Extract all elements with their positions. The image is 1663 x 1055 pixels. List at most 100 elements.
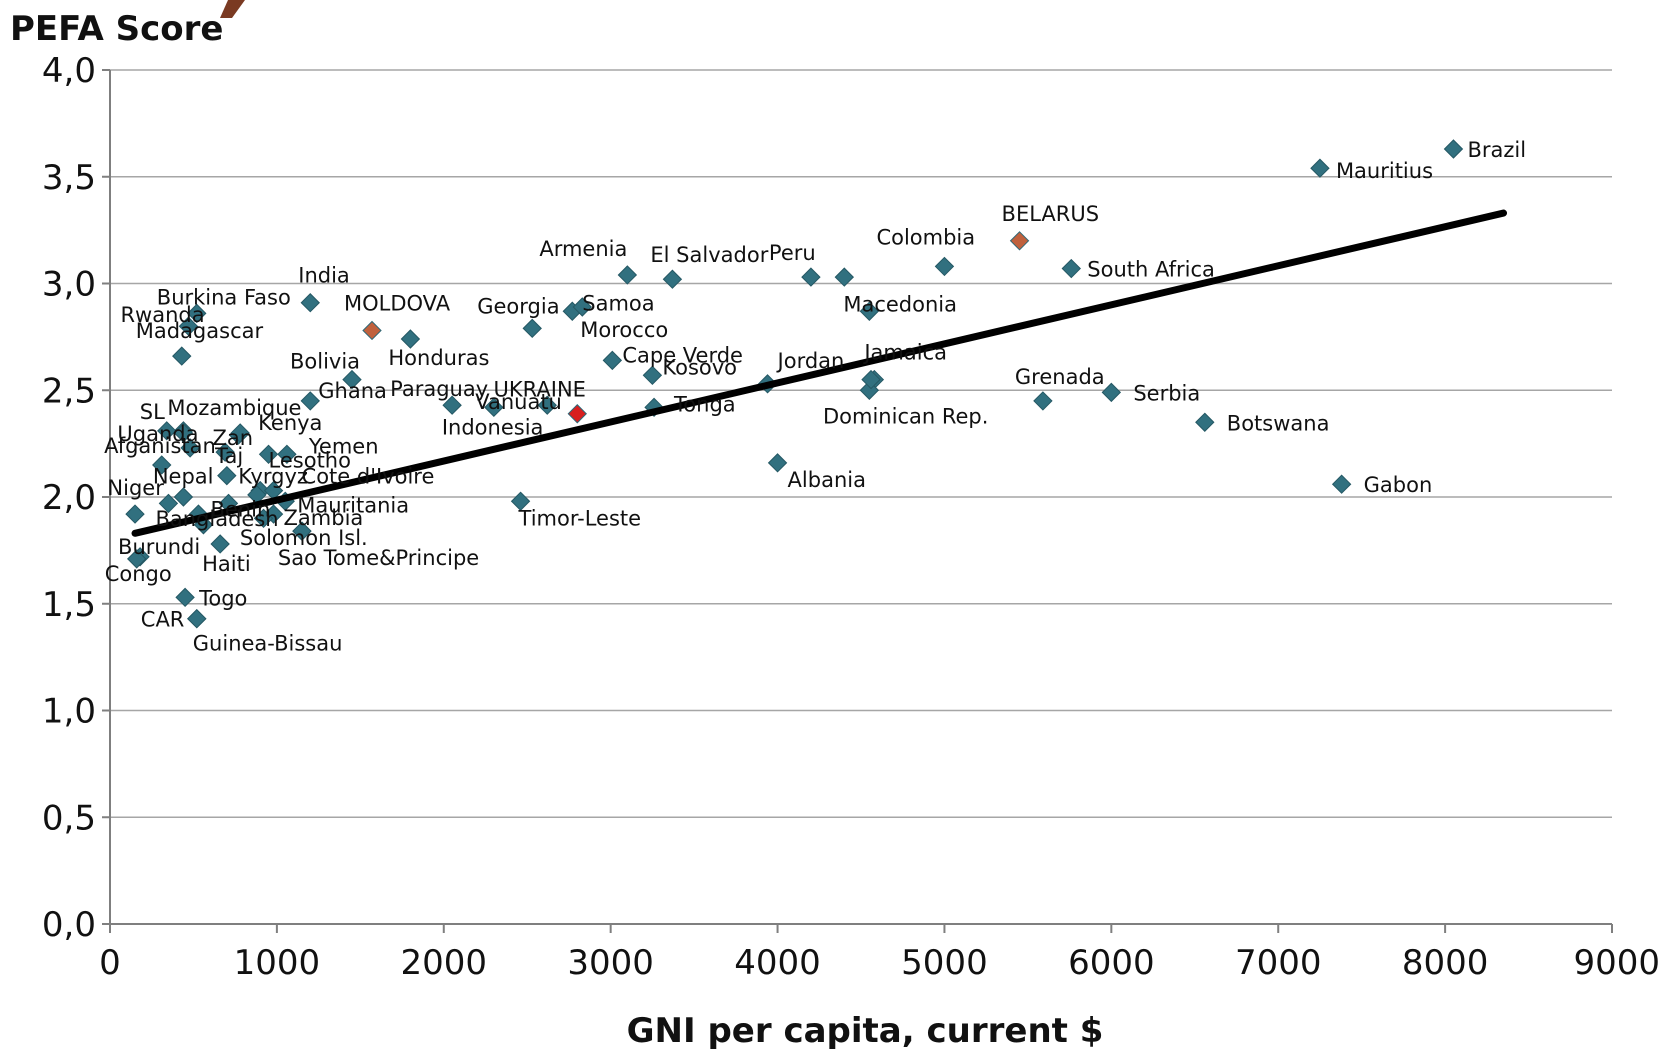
data-point	[934, 256, 955, 277]
point-label: Lesotho	[269, 448, 351, 472]
point-label: Grenada	[1015, 365, 1105, 389]
y-tick-label: 2,0	[42, 478, 96, 518]
point-label: Solomon Isl.	[240, 526, 368, 550]
point-label: Georgia	[477, 294, 559, 318]
point-label: Yemen	[308, 434, 379, 458]
point-label: Guinea-Bissau	[193, 632, 343, 656]
data-point	[210, 534, 230, 554]
data-point	[175, 587, 195, 608]
trendline-layer	[131, 209, 1508, 537]
y-axis-title: PEFA Score	[10, 9, 223, 49]
data-point	[215, 442, 235, 462]
point-label: Rwanda	[120, 303, 204, 327]
point-label: Zambia	[284, 506, 364, 530]
point-label: Ghana	[318, 379, 387, 403]
data-point	[642, 365, 663, 386]
point-label: El Salvador	[650, 243, 768, 267]
point-label: Cape Verde	[622, 343, 743, 367]
data-point	[173, 423, 194, 443]
data-point	[1061, 258, 1081, 279]
x-tick-label: 5000	[901, 943, 988, 983]
point-label: Bangladesh	[155, 507, 278, 531]
point-label: Burkina Faso	[157, 285, 291, 309]
point-label: Indonesia	[442, 415, 544, 439]
data-point	[342, 369, 362, 390]
point-label: Burundi	[118, 535, 200, 559]
data-point	[1443, 139, 1464, 159]
data-point	[1310, 158, 1330, 178]
point-labels: Brazil Mauritius BELARUS Colombia South Afri…	[104, 138, 1526, 656]
point-label: Kenya	[258, 411, 322, 435]
point-label: Sao Tome&Principe	[278, 546, 479, 570]
y-tick-label: 0,0	[42, 905, 96, 945]
point-label: Mauritania	[297, 493, 409, 517]
x-tick-label: 2000	[401, 943, 488, 983]
point-label: Kyrgyz	[238, 465, 308, 489]
y-tick-label: 0,5	[42, 798, 96, 838]
point-label: Serbia	[1133, 381, 1200, 405]
point-label: Taj	[214, 444, 243, 468]
point-label: Uganda	[117, 422, 198, 446]
data-point	[617, 265, 638, 285]
point-label: Honduras	[388, 346, 489, 370]
data-point	[187, 608, 207, 629]
point-label: Gabon	[1364, 473, 1433, 497]
data-point	[1033, 391, 1053, 411]
point-label: Colombia	[876, 225, 975, 249]
point-label: Mauritius	[1336, 159, 1433, 183]
data-point	[1331, 474, 1352, 494]
point-label: Haiti	[202, 552, 251, 576]
data-point	[158, 493, 179, 514]
point-label: Armenia	[539, 237, 627, 261]
y-tick-label: 1,5	[42, 585, 96, 625]
point-label: Tonga	[673, 392, 736, 416]
x-tick-label: 3000	[567, 943, 654, 983]
data-point	[173, 487, 194, 507]
x-tick-labels: 0 1000 2000 3000 4000 5000 6000 7000 8000 9000	[99, 943, 1660, 983]
point-label: Timor-Leste	[518, 506, 642, 530]
x-tick-label: 4000	[734, 943, 821, 983]
data-point	[292, 521, 312, 541]
point-label: Madagascar	[136, 319, 264, 343]
data-point	[567, 404, 587, 424]
data-point	[152, 455, 172, 475]
data-point	[125, 504, 145, 524]
data-point	[510, 491, 531, 511]
point-label: Bolivia	[290, 350, 360, 374]
data-point	[442, 395, 462, 415]
data-point	[767, 453, 788, 473]
data-point	[400, 329, 421, 349]
data-point	[253, 508, 274, 529]
point-label: Mozambique	[167, 396, 301, 420]
data-point	[187, 303, 207, 324]
data-point	[258, 444, 279, 465]
point-label: Paraguay	[390, 377, 488, 401]
trendline	[131, 209, 1508, 537]
data-point	[484, 397, 504, 418]
data-point	[180, 438, 200, 458]
data-point	[263, 504, 284, 524]
x-axis-title: GNI per capita, current $	[627, 1011, 1104, 1051]
point-label: Togo	[198, 586, 247, 610]
x-tick-label: 6000	[1068, 943, 1155, 983]
data-point	[572, 297, 593, 317]
point-label: Vanuatu	[475, 390, 562, 414]
data-point	[834, 267, 855, 287]
point-label: Samoa	[582, 291, 654, 315]
point-label: Nepal	[153, 465, 214, 489]
point-label: Albania	[788, 468, 866, 492]
point-label: Peru	[769, 241, 816, 265]
data-point	[1101, 382, 1122, 403]
x-tick-label: 8000	[1402, 943, 1489, 983]
point-label: Dominican Rep.	[823, 405, 988, 429]
point-label: CAR	[141, 608, 185, 632]
data-point	[178, 316, 199, 336]
data-point	[172, 346, 192, 366]
data-points	[125, 139, 1464, 629]
data-point	[662, 269, 683, 289]
point-label: Benin	[210, 497, 270, 521]
data-point	[1009, 231, 1030, 251]
data-point	[861, 369, 881, 390]
point-label: Morocco	[580, 318, 668, 342]
